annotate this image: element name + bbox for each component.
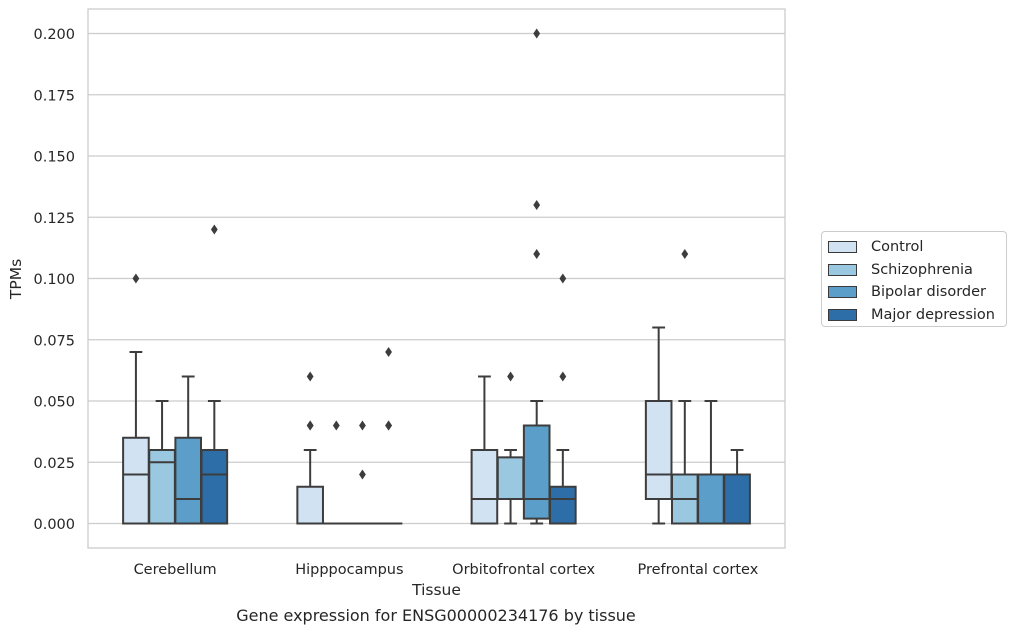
box-control: [644, 326, 673, 525]
box-body: [296, 485, 324, 525]
outlier-point: [559, 273, 567, 284]
box-major-depression: [200, 224, 229, 525]
y-tick-label: 0.075: [33, 333, 75, 349]
legend-swatch: [828, 308, 857, 321]
legend-item-bipolar-disorder: Bipolar disorder: [828, 281, 1006, 304]
outlier-point: [306, 371, 314, 382]
y-tick-label: 0.175: [33, 88, 75, 104]
box-schizophrenia: [148, 400, 176, 525]
outlier-point: [359, 420, 366, 431]
box-control: [122, 273, 150, 525]
legend-label: Schizophrenia: [871, 261, 973, 278]
x-tick-label: Orbitofrontal cortex: [452, 562, 595, 578]
outlier-point: [132, 273, 140, 284]
legend-swatch: [828, 286, 857, 299]
y-axis-ticks: 0.000 0.025 0.050 0.075 0.100 0.125 0.150 0.175…: [33, 27, 75, 533]
outlier-point: [559, 371, 567, 382]
outlier-point: [306, 420, 314, 431]
outlier-point: [533, 249, 541, 259]
box-body: [122, 436, 150, 525]
box-major-depression: [549, 273, 577, 525]
outlier-point: [210, 224, 218, 235]
y-axis-label: TPMs: [7, 259, 25, 300]
x-tick-label: Cerebellum: [134, 562, 217, 578]
y-tick-label: 0.025: [33, 456, 75, 472]
legend-swatch: [828, 263, 857, 276]
legend-label: Major depression: [871, 306, 995, 323]
box-body: [522, 424, 551, 520]
outlier-point: [533, 28, 541, 39]
box-body: [470, 449, 499, 525]
box-control: [296, 371, 324, 525]
box-schizophrenia: [496, 371, 525, 525]
box-control: [470, 375, 499, 525]
box-schizophrenia: [322, 420, 351, 525]
legend-label: Control: [871, 239, 924, 256]
y-tick-label: 0.200: [33, 27, 75, 43]
y-tick-label: 0.125: [33, 211, 75, 227]
x-axis-ticks: Cerebellum Hipppocampus Orbitofrontal cort…: [134, 562, 759, 578]
box-body: [644, 400, 673, 500]
legend-item-control: Control: [828, 236, 1006, 259]
box-bipolar-disorder: [348, 420, 377, 525]
box-body: [697, 473, 725, 525]
outlier-point: [533, 200, 541, 210]
outlier-point: [385, 420, 392, 431]
boxes: [122, 28, 751, 525]
box-schizophrenia: [670, 249, 699, 525]
box-body: [496, 456, 525, 501]
legend-label: Bipolar disorder: [871, 284, 986, 301]
box-body: [723, 473, 751, 525]
outlier-point: [359, 469, 366, 480]
box-bipolar-disorder: [174, 375, 203, 525]
box-body: [174, 436, 203, 525]
chart-caption: Gene expression for ENSG00000234176 by t…: [236, 606, 636, 625]
y-tick-label: 0.100: [33, 272, 75, 288]
box-body: [148, 449, 176, 525]
legend-item-schizophrenia: Schizophrenia: [828, 259, 1006, 282]
box-bipolar-disorder: [522, 28, 551, 525]
box-body: [200, 449, 229, 525]
legend-swatch: [828, 241, 857, 254]
outlier-point: [507, 371, 514, 382]
legend: Control Schizophrenia Bipolar disorder M…: [821, 231, 1007, 327]
outlier-point: [385, 347, 392, 357]
x-tick-label: Prefrontal cortex: [637, 562, 758, 578]
x-tick-label: Hipppocampus: [295, 562, 403, 578]
plot-area-frame: [87, 8, 786, 549]
box-major-depression: [374, 347, 403, 525]
box-body: [549, 485, 577, 525]
outlier-point: [332, 420, 340, 431]
box-major-depression: [723, 449, 751, 525]
x-axis-label: Tissue: [411, 581, 461, 599]
y-tick-label: 0.150: [33, 150, 75, 166]
outlier-point: [681, 249, 689, 259]
y-tick-label: 0.050: [33, 395, 75, 411]
y-tick-label: 0.000: [33, 517, 75, 533]
legend-item-major-depression: Major depression: [828, 304, 1006, 327]
